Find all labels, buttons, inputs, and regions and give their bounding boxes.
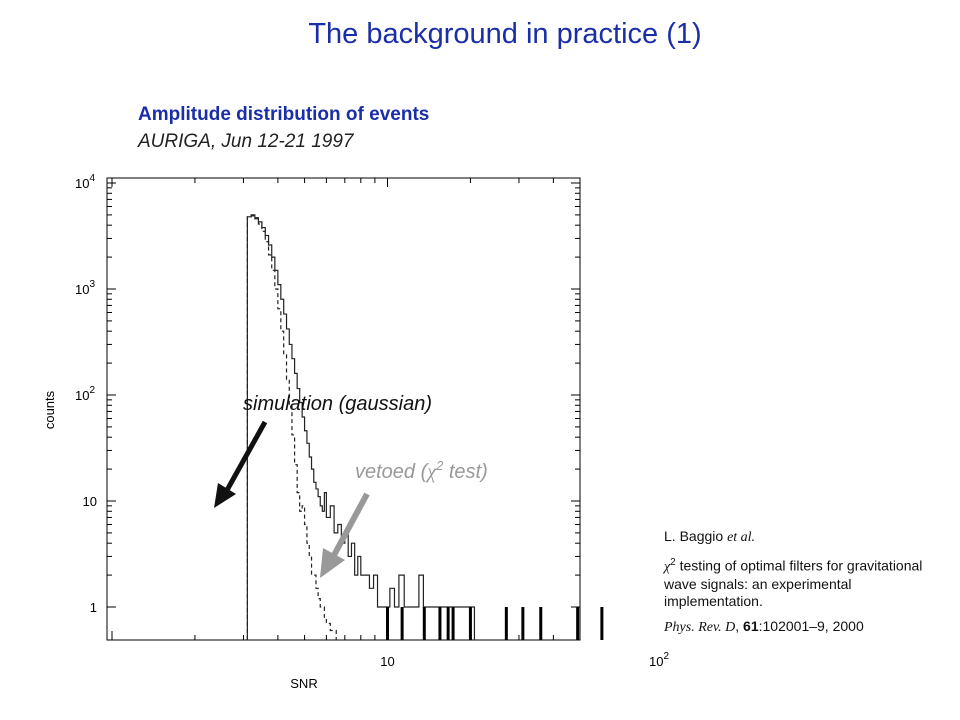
reference-volume: 61 <box>743 617 759 634</box>
reference-journal-line: Phys. Rev. D, 61:102001–9, 2000 <box>664 618 954 636</box>
y-tick-label: 102 <box>75 385 95 403</box>
vetoed-arrow-head <box>320 548 345 578</box>
reference-author: L. Baggio <box>664 528 724 544</box>
reference-block: L. Baggio et al. χ2 testing of optimal f… <box>664 528 954 644</box>
plot-frame <box>106 177 581 641</box>
y-tick-label: 1 <box>90 600 97 615</box>
simulation-arrow-head <box>214 483 236 508</box>
simulation-dashed-series <box>246 215 337 640</box>
simulation-arrow-shaft <box>223 420 268 494</box>
x-axis-label: SNR <box>290 676 317 691</box>
vetoed-label: vetoed (χ2 test) <box>355 458 488 483</box>
y-tick-label: 103 <box>75 279 95 297</box>
chi-symbol: χ <box>664 559 671 575</box>
reference-pages: :102001–9, 2000 <box>758 617 864 634</box>
chart-heading: Amplitude distribution of events <box>138 104 430 125</box>
reference-journal: Phys. Rev. D <box>664 619 736 635</box>
reference-paper-title: testing of optimal filters for gravitati… <box>664 557 923 609</box>
page-title: The background in practice (1) <box>308 18 702 50</box>
measured-solid-series <box>246 214 476 640</box>
x-tick-label: 102 <box>649 651 669 669</box>
reference-etal: et al. <box>727 530 756 545</box>
reference-author-line: L. Baggio et al. <box>664 528 954 546</box>
simulation-label: simulation (gaussian) <box>243 393 432 415</box>
x-tick-label: 10 <box>380 654 394 669</box>
y-axis-label: counts <box>42 390 57 429</box>
y-tick-label: 104 <box>75 173 95 191</box>
y-tick-label: 10 <box>83 494 97 509</box>
vetoed-arrow-shaft <box>330 492 370 559</box>
reference-title-line: χ2 testing of optimal filters for gravit… <box>664 554 954 610</box>
chi-superscript: 2 <box>670 557 676 568</box>
chart-subheading: AURIGA, Jun 12-21 1997 <box>138 131 354 152</box>
reference-comma: , <box>735 617 744 634</box>
